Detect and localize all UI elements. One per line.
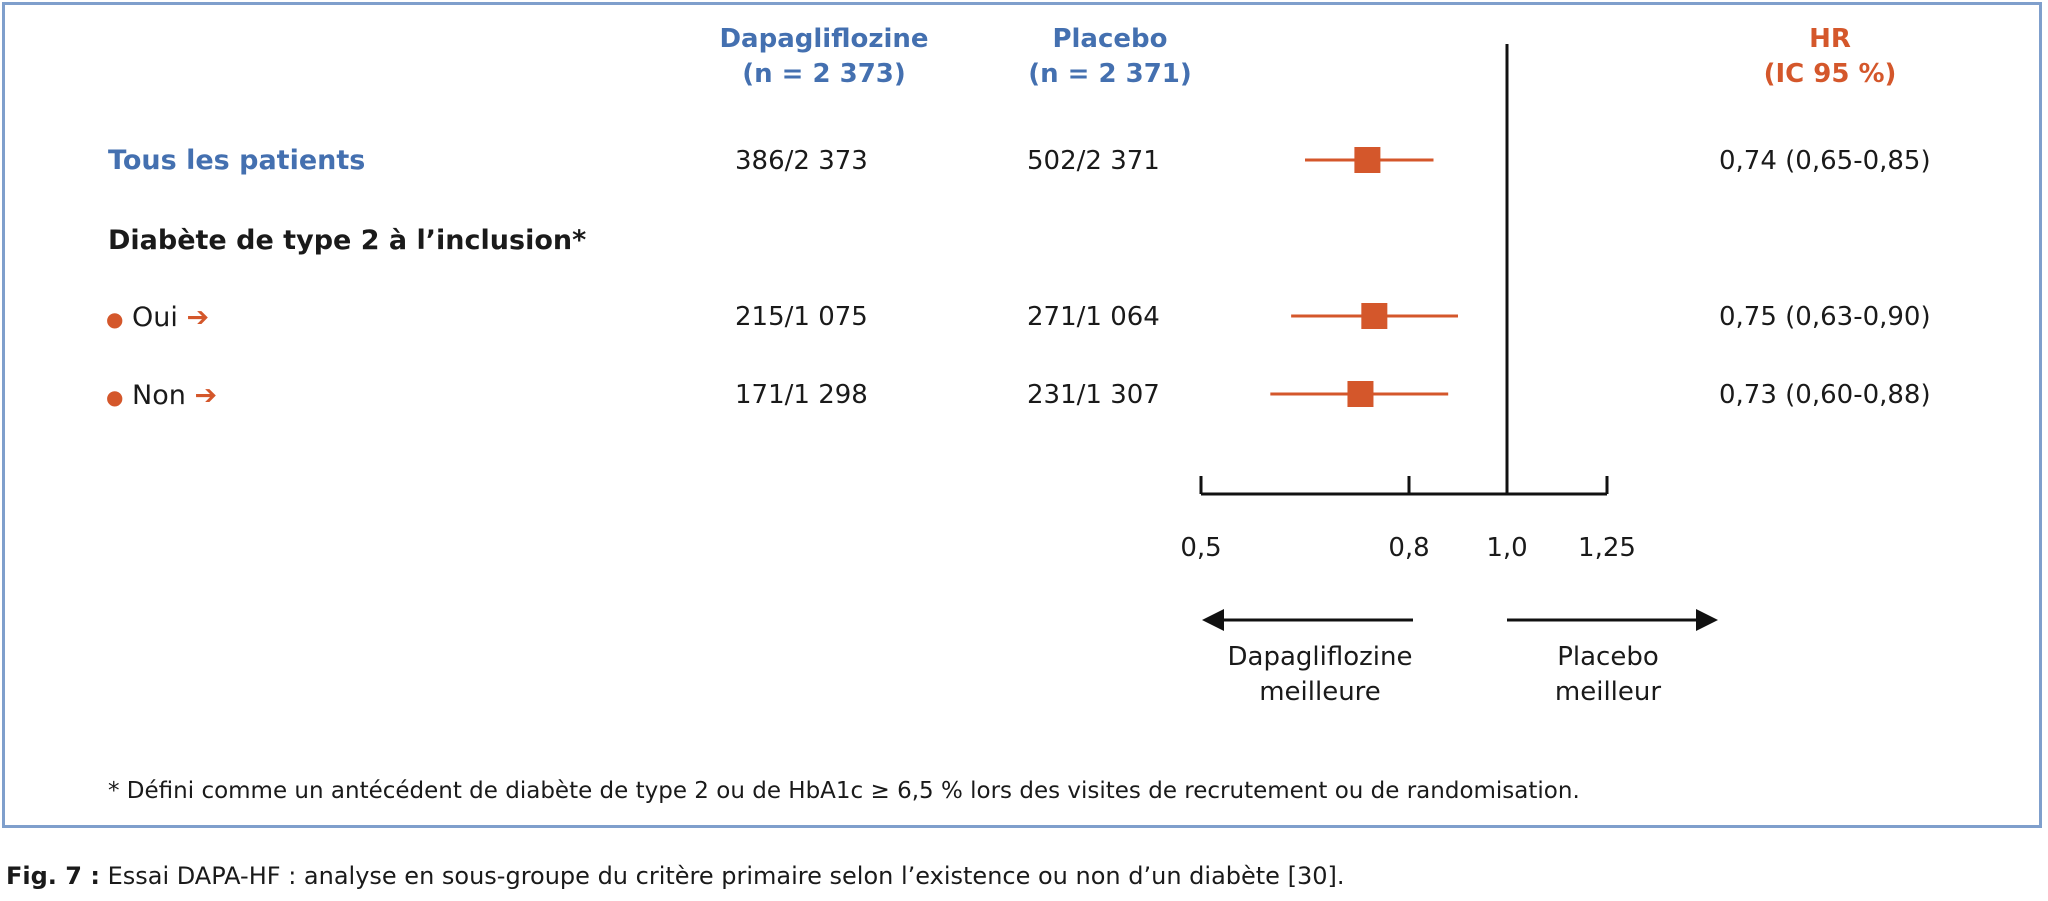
- favors-left-label: meilleure: [1259, 677, 1381, 707]
- header-placebo-n: (n = 2 371): [1028, 59, 1192, 89]
- row-label-oui: ● Oui ➔: [106, 302, 209, 333]
- row-label-all-patients: Tous les patients: [108, 145, 366, 176]
- caption-prefix: Fig. 7 :: [6, 862, 100, 890]
- x-tick-label: 1,0: [1486, 533, 1527, 563]
- cell-hr-oui: 0,75 (0,63-0,90): [1719, 302, 1931, 332]
- x-tick-label: 0,8: [1388, 533, 1429, 563]
- cell-placebo-oui: 271/1 064: [1027, 302, 1160, 332]
- bullet-icon: ●: [106, 307, 124, 331]
- hr-point: [1347, 381, 1374, 407]
- header-dapagliflozine-title: Dapagliflozine: [719, 24, 929, 54]
- header-dapagliflozine-n: (n = 2 373): [742, 59, 906, 89]
- arrow-right-icon: ➔: [186, 302, 210, 333]
- header-hr: HR (IC 95 %): [1720, 22, 1940, 92]
- cell-placebo-non: 231/1 307: [1027, 380, 1160, 410]
- cell-hr-non: 0,73 (0,60-0,88): [1719, 380, 1931, 410]
- arrow-right-icon: ➔: [194, 380, 218, 411]
- figure-caption: Fig. 7 : Essai DAPA-HF : analyse en sous…: [6, 862, 1344, 890]
- cell-dapa-oui: 215/1 075: [735, 302, 868, 332]
- x-tick-label: 0,5: [1180, 533, 1221, 563]
- header-placebo-title: Placebo: [1052, 24, 1168, 54]
- favors-left-label: Dapagliflozine: [1228, 642, 1413, 672]
- cell-dapa-non: 171/1 298: [735, 380, 868, 410]
- figure-frame: [2, 2, 2042, 828]
- cell-placebo-all: 502/2 371: [1027, 146, 1160, 176]
- cell-dapa-all: 386/2 373: [735, 146, 868, 176]
- bullet-icon: ●: [106, 385, 124, 409]
- hr-point: [1361, 303, 1388, 329]
- favors-right-label: meilleur: [1555, 677, 1661, 707]
- header-dapagliflozine: Dapagliflozine (n = 2 373): [694, 22, 954, 92]
- header-hr-ci: (IC 95 %): [1763, 59, 1897, 89]
- cell-hr-all: 0,74 (0,65-0,85): [1719, 146, 1931, 176]
- favors-right-label: Placebo: [1557, 642, 1659, 672]
- caption-text: Essai DAPA-HF : analyse en sous-groupe d…: [99, 862, 1345, 890]
- row-label-non-text: Non: [132, 380, 186, 411]
- row-label-oui-text: Oui: [132, 302, 178, 333]
- x-tick-label: 1,25: [1578, 533, 1636, 563]
- header-hr-title: HR: [1809, 24, 1851, 54]
- arrow-right-head: [1696, 609, 1718, 631]
- hr-point: [1354, 147, 1381, 173]
- footnote: * Défini comme un antécédent de diabète …: [108, 778, 1580, 804]
- row-label-non: ● Non ➔: [106, 380, 217, 411]
- arrow-left-head: [1202, 609, 1224, 631]
- header-placebo: Placebo (n = 2 371): [1000, 22, 1220, 92]
- row-label-diabetes-group: Diabète de type 2 à l’inclusion*: [108, 225, 587, 256]
